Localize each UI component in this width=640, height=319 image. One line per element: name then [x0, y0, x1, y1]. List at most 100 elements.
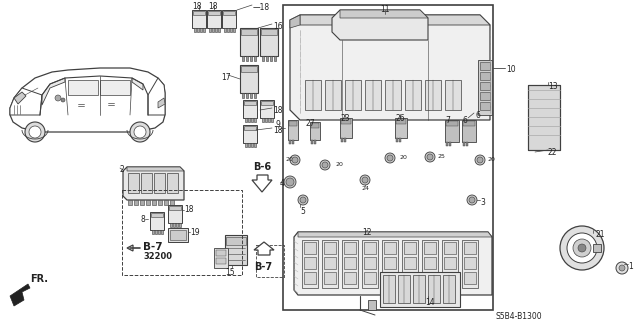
Bar: [362, 240, 378, 288]
Bar: [208, 11, 220, 15]
Bar: [244, 126, 256, 130]
Bar: [322, 240, 338, 288]
Bar: [405, 80, 421, 110]
Bar: [341, 119, 351, 124]
Text: 13: 13: [548, 82, 557, 91]
Polygon shape: [290, 15, 300, 28]
Circle shape: [360, 175, 370, 185]
Bar: [444, 257, 456, 269]
Bar: [158, 200, 162, 205]
Text: 10: 10: [506, 65, 516, 74]
Text: 24: 24: [362, 186, 370, 191]
Bar: [396, 138, 398, 142]
Text: 20: 20: [487, 157, 495, 162]
Circle shape: [475, 155, 485, 165]
Circle shape: [322, 162, 328, 168]
Bar: [170, 200, 174, 205]
Bar: [170, 230, 186, 240]
Bar: [200, 28, 202, 32]
Polygon shape: [123, 167, 184, 200]
Text: S5B4-B1300: S5B4-B1300: [495, 312, 541, 319]
Text: FR.: FR.: [30, 274, 48, 284]
Circle shape: [573, 239, 591, 257]
Polygon shape: [127, 245, 133, 251]
Bar: [226, 237, 246, 245]
Bar: [222, 10, 236, 28]
Text: 6: 6: [463, 116, 467, 125]
Bar: [399, 138, 401, 142]
Bar: [240, 65, 258, 93]
Circle shape: [298, 195, 308, 205]
Bar: [251, 143, 253, 147]
Bar: [209, 28, 211, 32]
Circle shape: [467, 195, 477, 205]
Bar: [396, 119, 406, 124]
Bar: [305, 80, 321, 110]
Bar: [197, 28, 199, 32]
Text: 18: 18: [192, 2, 202, 11]
Bar: [314, 140, 316, 144]
Text: 1: 1: [628, 262, 633, 271]
Text: 18: 18: [273, 126, 282, 135]
Bar: [364, 242, 376, 254]
Bar: [480, 62, 490, 70]
Bar: [193, 11, 205, 15]
Polygon shape: [300, 15, 490, 25]
Bar: [164, 200, 168, 205]
Text: —18: —18: [253, 3, 270, 12]
Bar: [254, 118, 256, 122]
Bar: [100, 80, 130, 95]
Circle shape: [567, 233, 597, 263]
Bar: [230, 28, 232, 32]
Bar: [216, 258, 226, 264]
Bar: [344, 242, 356, 254]
Bar: [383, 275, 395, 303]
Circle shape: [578, 244, 586, 252]
Bar: [233, 28, 235, 32]
Bar: [398, 275, 410, 303]
Circle shape: [469, 197, 475, 203]
Bar: [251, 118, 253, 122]
Bar: [244, 101, 256, 105]
Circle shape: [616, 262, 628, 274]
Text: B-6: B-6: [253, 162, 271, 172]
Bar: [443, 275, 455, 303]
Polygon shape: [10, 68, 165, 132]
Bar: [168, 205, 182, 223]
Circle shape: [300, 197, 306, 203]
Text: 8: 8: [140, 215, 145, 224]
Bar: [480, 82, 490, 90]
Bar: [422, 240, 438, 288]
Text: 12: 12: [362, 228, 371, 237]
Bar: [169, 206, 181, 210]
Circle shape: [477, 157, 483, 163]
Bar: [150, 212, 164, 230]
Bar: [154, 173, 165, 193]
Bar: [528, 85, 560, 150]
Bar: [425, 80, 441, 110]
Text: 3: 3: [480, 198, 485, 207]
Bar: [245, 143, 247, 147]
Bar: [265, 118, 267, 122]
Text: 22: 22: [548, 148, 557, 157]
Bar: [288, 120, 298, 140]
Bar: [364, 257, 376, 269]
Bar: [304, 242, 316, 254]
Bar: [248, 118, 250, 122]
Polygon shape: [148, 78, 165, 115]
Bar: [173, 223, 175, 227]
Bar: [170, 223, 172, 227]
Text: 20: 20: [285, 157, 293, 162]
Bar: [151, 213, 163, 217]
Bar: [442, 240, 458, 288]
Bar: [480, 92, 490, 100]
Bar: [464, 242, 476, 254]
Bar: [324, 257, 336, 269]
Text: 4: 4: [280, 179, 285, 188]
Bar: [528, 85, 560, 150]
Circle shape: [385, 153, 395, 163]
Bar: [168, 228, 188, 242]
Bar: [243, 100, 257, 118]
Bar: [445, 120, 459, 142]
Polygon shape: [10, 284, 30, 306]
